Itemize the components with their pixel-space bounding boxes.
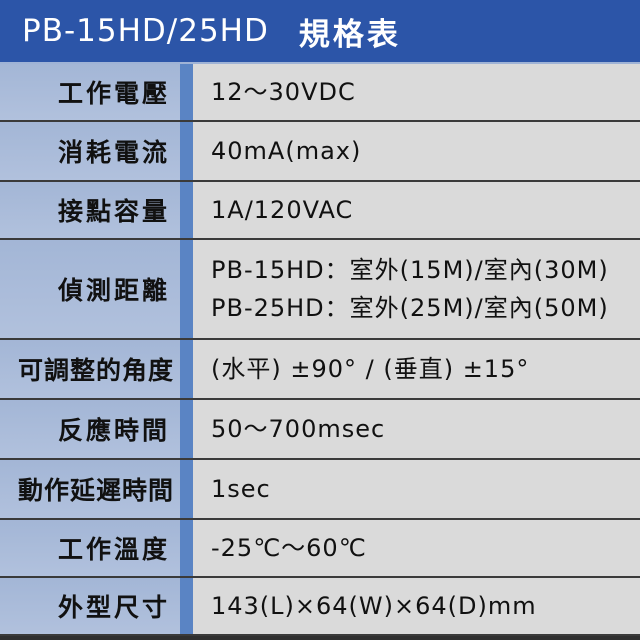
spec-row: 工作溫度 -25℃～60℃	[0, 520, 640, 578]
spec-row: 外型尺寸 143(L)×64(W)×64(D)mm	[0, 578, 640, 636]
spec-value: 12～30VDC	[193, 64, 640, 120]
divider-strip	[180, 340, 193, 398]
divider-strip	[180, 64, 193, 120]
spec-row: 動作延遲時間 1sec	[0, 460, 640, 520]
divider-strip	[180, 460, 193, 518]
spec-row: 工作電壓 12～30VDC	[0, 64, 640, 122]
spec-label: 反應時間	[0, 400, 180, 458]
spec-value: -25℃～60℃	[193, 520, 640, 576]
spec-label: 接點容量	[0, 182, 180, 238]
spec-label: 消耗電流	[0, 122, 180, 180]
spec-value: 143(L)×64(W)×64(D)mm	[193, 578, 640, 634]
divider-strip	[180, 400, 193, 458]
spec-value-line: 12～30VDC	[211, 78, 356, 106]
spec-label: 工作溫度	[0, 520, 180, 576]
spec-header: PB-15HD/25HD 規格表	[0, 0, 640, 64]
spec-row: 反應時間 50～700msec	[0, 400, 640, 460]
spec-value: 40mA(max)	[193, 122, 640, 180]
spec-value: PB-15HD：室外(15M)/室內(30M) PB-25HD：室外(25M)/室…	[193, 240, 640, 338]
spec-value: 1sec	[193, 460, 640, 518]
spec-value-line: 1A/120VAC	[211, 196, 354, 224]
spec-value-line: PB-25HD：室外(25M)/室內(50M)	[211, 294, 609, 322]
spec-value-line: 1sec	[211, 475, 271, 503]
spec-value-line: 40mA(max)	[211, 137, 362, 165]
divider-strip	[180, 520, 193, 576]
spec-value-line: PB-15HD：室外(15M)/室內(30M)	[211, 256, 609, 284]
divider-strip	[180, 240, 193, 338]
spec-value-line: (水平) ±90° / (垂直) ±15°	[211, 355, 530, 383]
spec-value-line: 143(L)×64(W)×64(D)mm	[211, 592, 537, 620]
model-title: PB-15HD/25HD	[22, 13, 269, 49]
spec-row: 消耗電流 40mA(max)	[0, 122, 640, 182]
divider-strip	[180, 578, 193, 634]
spec-value-line: 50～700msec	[211, 415, 386, 443]
spec-label: 可調整的角度	[0, 340, 180, 398]
spec-value-line: -25℃～60℃	[211, 534, 367, 562]
divider-strip	[180, 182, 193, 238]
spec-label: 工作電壓	[0, 64, 180, 120]
spec-label: 外型尺寸	[0, 578, 180, 634]
spec-label: 偵測距離	[0, 240, 180, 338]
spec-value: 1A/120VAC	[193, 182, 640, 238]
spec-row: 偵測距離 PB-15HD：室外(15M)/室內(30M) PB-25HD：室外(25…	[0, 240, 640, 340]
spec-value: 50～700msec	[193, 400, 640, 458]
spec-table: 工作電壓 12～30VDC 消耗電流 40mA(max) 接點容量 1A/120VAC 偵測…	[0, 64, 640, 636]
spec-row: 可調整的角度 (水平) ±90° / (垂直) ±15°	[0, 340, 640, 400]
spec-label: 動作延遲時間	[0, 460, 180, 518]
spec-value: (水平) ±90° / (垂直) ±15°	[193, 340, 640, 398]
spec-title: 規格表	[298, 16, 401, 53]
divider-strip	[180, 122, 193, 180]
spec-row: 接點容量 1A/120VAC	[0, 182, 640, 240]
